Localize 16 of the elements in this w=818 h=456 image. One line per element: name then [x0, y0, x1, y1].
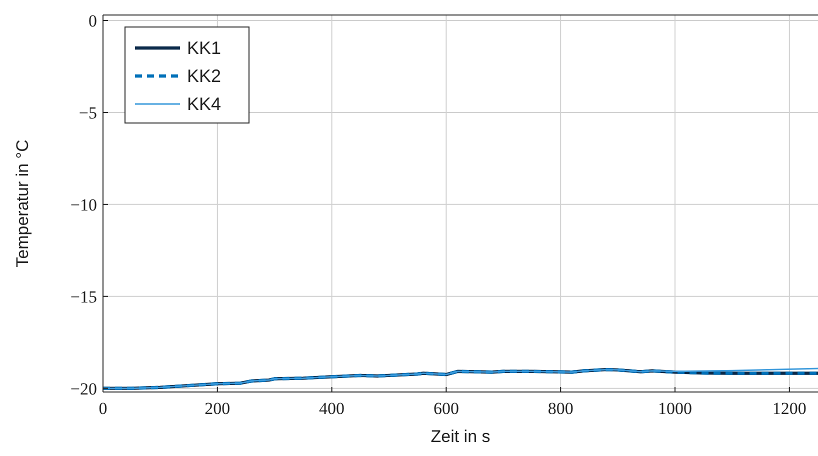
x-tick-label: 1200: [772, 399, 806, 418]
y-tick-label: −5: [78, 103, 97, 122]
legend-label: KK1: [187, 38, 222, 58]
x-tick-label: 800: [548, 399, 574, 418]
y-tick-label: −10: [70, 195, 97, 214]
x-tick-label: 400: [319, 399, 345, 418]
y-tick-label: −15: [70, 287, 97, 306]
legend-label: KK4: [187, 94, 222, 114]
x-tick-label: 200: [204, 399, 230, 418]
x-tick-label: 600: [433, 399, 459, 418]
y-axis-title: Temperatur in °C: [13, 140, 32, 268]
x-axis-title: Zeit in s: [430, 427, 490, 446]
x-tick-label: 1000: [658, 399, 692, 418]
legend-label: KK2: [187, 66, 222, 86]
y-tick-label: −20: [70, 379, 97, 398]
y-tick-label: 0: [88, 12, 97, 31]
